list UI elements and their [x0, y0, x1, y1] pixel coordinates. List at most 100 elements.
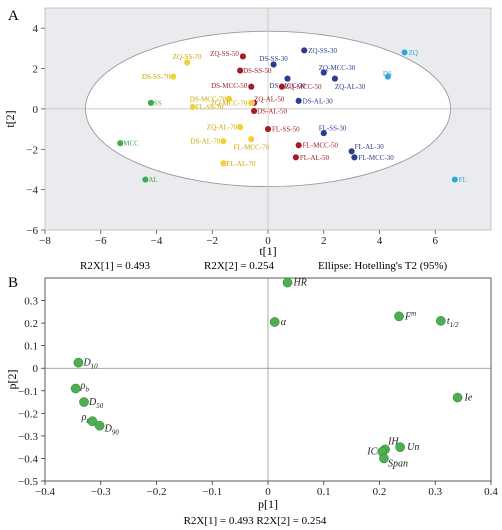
score-point [169, 73, 177, 81]
y-tick-label: 2 [33, 64, 39, 76]
loading-point [394, 311, 404, 322]
loading-point [70, 383, 81, 394]
score-point-label: DS-MCC-30 [269, 82, 306, 90]
score-point [320, 69, 328, 77]
x-tick-label: 0 [265, 486, 271, 498]
loading-point [395, 442, 405, 453]
x-tick-label: 6 [433, 235, 439, 247]
score-point-label: FL-MCC-50 [303, 142, 339, 150]
loading-point [73, 357, 84, 368]
score-point [219, 137, 227, 145]
x-axis-label: p[1] [258, 497, 278, 511]
loading-point [79, 397, 89, 407]
score-point [348, 147, 356, 155]
score-point-label: ZQ-MCC-50 [285, 83, 322, 91]
score-point-label: ZQ-SS-30 [308, 47, 337, 55]
loading-point [94, 420, 105, 431]
score-point [247, 99, 255, 107]
score-point-label: FL [459, 176, 467, 184]
score-point-label: DS-AL-30 [303, 97, 333, 105]
loading-point [269, 317, 280, 327]
panel-b-footer: R2X[1] = 0.493 R2X[2] = 0.254 [184, 515, 327, 527]
loading-point-label: Un [407, 442, 419, 453]
score-point-label: DS-SS-50 [243, 67, 272, 75]
score-point-label: ZQ [409, 49, 418, 57]
loading-point-label: ρb [80, 381, 90, 394]
score-point-label: AL [148, 176, 157, 184]
y-tick-label: −0.5 [18, 476, 38, 488]
loading-point-label: IC [366, 447, 377, 458]
score-point [264, 125, 272, 133]
y-tick-label: −4 [26, 185, 38, 197]
score-point [451, 175, 459, 184]
score-point [278, 83, 286, 91]
x-tick-label: 4 [377, 235, 383, 247]
loading-point-label: D50 [88, 397, 104, 410]
y-tick-label: −2 [26, 144, 38, 156]
score-point [331, 75, 339, 83]
loading-plot: −0.4 −0.3 −0.2 −0.1 0 0.1 0.2 0.3 0.4 0.3 0.2 0.1 0 −… [5, 278, 498, 511]
score-point-label: ZQ-AL-30 [335, 83, 366, 91]
score-point-label: ZQ-SS-50 [210, 50, 239, 58]
y-tick-label: 4 [33, 23, 39, 35]
loading-point-label: t1/2 [447, 316, 459, 329]
loading-point [379, 453, 389, 464]
score-plot: −8 −6 −4 −2 0 2 4 6420−2−4−6t[1]t[2]ZQDSFLZQ-SS… [3, 7, 492, 258]
score-point-label: DS-SS-30 [259, 55, 288, 63]
score-point [183, 58, 191, 67]
score-point-label: DS-MCC-70 [190, 95, 227, 103]
score-point [350, 153, 358, 161]
loading-point-label: Ie [464, 393, 473, 404]
y-tick-label: 0.3 [24, 296, 38, 308]
score-point-label: DS-SS-70 [142, 73, 171, 81]
r2x2-label: R2X[2] = 0.254 [204, 260, 275, 272]
score-point-label: FL-SS-70 [196, 103, 224, 111]
score-point-label: ZQ-SS-70 [173, 53, 202, 61]
score-point-label: DS-AL-50 [257, 107, 287, 115]
loading-point [87, 416, 98, 427]
score-point [116, 139, 124, 147]
score-point-label: DS-AL-70 [190, 138, 220, 146]
y-axis-label: p[2] [5, 370, 19, 390]
score-point [283, 75, 292, 83]
loading-point-label: D10 [82, 358, 98, 371]
score-point [247, 83, 255, 91]
score-point-label: ZQ-AL-50 [254, 95, 285, 103]
x-tick-label: −0.2 [147, 486, 167, 498]
y-tick-label: −0.2 [18, 408, 38, 420]
score-point [250, 107, 258, 115]
y-tick-label: −0.4 [18, 453, 38, 465]
y-tick-label: 0 [33, 363, 39, 375]
score-point-label: FL-MCC-30 [358, 154, 394, 162]
score-point-label: DS [383, 70, 392, 78]
score-point [270, 60, 278, 69]
panel-b-letter: B [8, 275, 18, 291]
score-point [236, 123, 244, 131]
score-point-label: DS-MCC-50 [211, 82, 248, 90]
loading-point [282, 277, 293, 288]
score-point-label: ZQ-MCC-30 [319, 64, 356, 72]
score-point-label: FL-SS-50 [272, 126, 300, 134]
score-point-label: ZQ-MCC-70 [211, 99, 248, 107]
ellipse-label: Ellipse: Hotelling's T2 (95%) [318, 260, 448, 272]
score-point [219, 159, 227, 167]
score-point-label: FL-AL-50 [300, 154, 330, 162]
score-point [401, 48, 409, 56]
score-point [295, 97, 303, 105]
x-tick-label: −0.4 [35, 486, 55, 498]
score-point-label: FL-AL-70 [226, 160, 256, 168]
x-tick-label: −4 [151, 235, 163, 247]
score-point [384, 73, 392, 81]
y-axis-label: t[2] [3, 110, 17, 127]
x-tick-label: 0 [265, 235, 271, 247]
x-axis-label: t[1] [259, 244, 276, 258]
x-tick-label: −8 [39, 235, 51, 247]
score-point [300, 46, 308, 54]
score-point-label: FL-MCC-70 [234, 144, 270, 152]
loading-point-label: HR [293, 278, 307, 289]
score-point-label: FL-AL-30 [355, 143, 385, 151]
x-tick-label: 2 [321, 235, 327, 247]
y-tick-label: −6 [26, 225, 38, 237]
loading-point-label: IH [387, 436, 399, 447]
